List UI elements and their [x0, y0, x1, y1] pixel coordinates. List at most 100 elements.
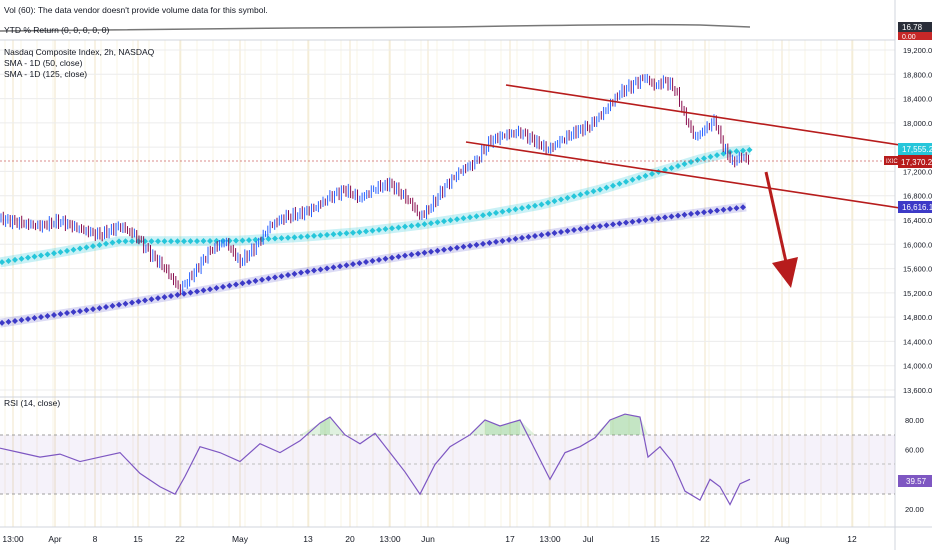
- sma50-point: [688, 159, 694, 166]
- sma50-point: [122, 238, 129, 245]
- sma125-legend[interactable]: SMA - 1D (125, close): [4, 69, 87, 79]
- sma50-legend[interactable]: SMA - 1D (50, close): [4, 58, 83, 68]
- sma50-point: [337, 230, 343, 237]
- vol-label: Vol (60): The data vendor doesn't provid…: [4, 5, 268, 15]
- sma50-point: [714, 152, 720, 159]
- price-tick-label: 16,000.00: [903, 240, 932, 249]
- sma125-point: [252, 277, 259, 284]
- sma50-point: [629, 176, 636, 183]
- sma50-point: [636, 174, 642, 181]
- sma125-point: [285, 272, 291, 279]
- sma125-point: [278, 273, 285, 280]
- sma50-point: [64, 247, 70, 254]
- rsi-legend[interactable]: RSI (14, close): [4, 398, 60, 408]
- sma125-point: [649, 216, 655, 223]
- channel-lower-line[interactable]: [465, 141, 901, 209]
- sma50-point: [415, 222, 421, 229]
- time-axis[interactable]: 13:00 Apr 8 15 22 May 13 20 13:00 Jun 17 13:00 Jul 15…: [2, 534, 857, 544]
- sma125-point: [337, 263, 343, 270]
- sma50-point: [428, 220, 434, 227]
- sma125-point: [174, 291, 181, 298]
- price-axis[interactable]: 19,200.0018,800.0018,400.0018,000.0017,6…: [903, 46, 932, 395]
- sma50-point: [499, 208, 506, 215]
- sma50-point: [610, 182, 616, 189]
- sma50-point: [239, 237, 246, 244]
- price-tick-label: 13,600.00: [903, 386, 932, 395]
- price-tick-label: 15,200.00: [903, 289, 932, 298]
- sma50-point: [103, 240, 109, 247]
- sma50-point: [707, 153, 714, 160]
- sma50-point: [168, 238, 174, 245]
- sma50-point: [5, 258, 12, 265]
- sma50-point: [18, 255, 25, 262]
- sma125-point: [467, 242, 473, 249]
- sma125-point: [64, 310, 70, 317]
- sma50-point: [291, 234, 298, 241]
- sma50-point: [181, 238, 187, 245]
- time-tick-label: 15: [133, 534, 143, 544]
- sma50-point: [525, 203, 532, 210]
- symbol-tag: IXIC: [886, 159, 898, 165]
- rsi-value-badge: [898, 475, 932, 487]
- sma125-series: [0, 202, 747, 328]
- sma50-point: [590, 188, 597, 195]
- sma125-point: [38, 313, 44, 320]
- time-tick-label: Apr: [48, 534, 61, 544]
- sma125-point: [395, 253, 402, 260]
- sma125-point: [408, 251, 415, 258]
- vertical-gridlines: [4, 40, 886, 527]
- sma50-point: [454, 216, 460, 223]
- sma125-point: [486, 239, 493, 246]
- sma50-point: [70, 246, 77, 253]
- price-tick-label: 18,000.00: [903, 119, 932, 128]
- sma50-point: [473, 213, 480, 220]
- symbol-legend[interactable]: Nasdaq Composite Index, 2h, NASDAQ: [4, 47, 155, 57]
- down-arrow-drawing[interactable]: [764, 171, 798, 288]
- sma50-point: [376, 226, 382, 233]
- sma125-point: [356, 260, 363, 267]
- sma125-point: [499, 237, 506, 244]
- sma125-point: [545, 230, 551, 237]
- sma125-point: [454, 244, 460, 251]
- sma125-point: [259, 276, 265, 283]
- sma50-point: [382, 226, 389, 233]
- sma50-point: [584, 189, 590, 196]
- rsi-line: [0, 413, 751, 506]
- sma50-point: [324, 231, 330, 238]
- sma125-point: [44, 313, 51, 320]
- sma50-point: [207, 237, 213, 244]
- sma50-point: [148, 238, 155, 245]
- time-tick-label: 22: [700, 534, 710, 544]
- sma50-point: [675, 162, 681, 169]
- sma50-point: [129, 238, 135, 245]
- sma125-point: [519, 234, 525, 241]
- price-tick-label: 14,000.00: [903, 362, 932, 371]
- sma50-point: [694, 157, 701, 164]
- sma50-point: [44, 251, 51, 258]
- sma50-point: [116, 238, 122, 245]
- time-tick-label: 13:00: [539, 534, 561, 544]
- sma125-point: [532, 232, 538, 239]
- price-tick-label: 16,800.00: [903, 192, 932, 201]
- sma125-point: [5, 318, 12, 325]
- sma125-point: [551, 229, 558, 236]
- sma50-point: [304, 233, 311, 240]
- sma50-point: [25, 254, 31, 261]
- sma50-point: [246, 237, 252, 244]
- sma50-point: [603, 184, 610, 191]
- sma125-point: [324, 265, 330, 272]
- sma50-point: [493, 209, 499, 216]
- channel-upper-line[interactable]: [505, 84, 901, 146]
- sma125-point: [57, 311, 64, 318]
- sma125-point: [558, 228, 564, 235]
- sma125-point: [272, 274, 278, 281]
- sma125-point: [187, 289, 194, 296]
- sma125-point: [493, 238, 499, 245]
- sma50-point: [740, 147, 746, 154]
- sma125-point: [330, 264, 337, 271]
- symbol-tag-badge: [884, 156, 898, 165]
- sma125-point: [720, 206, 727, 213]
- sma50-point: [369, 227, 376, 234]
